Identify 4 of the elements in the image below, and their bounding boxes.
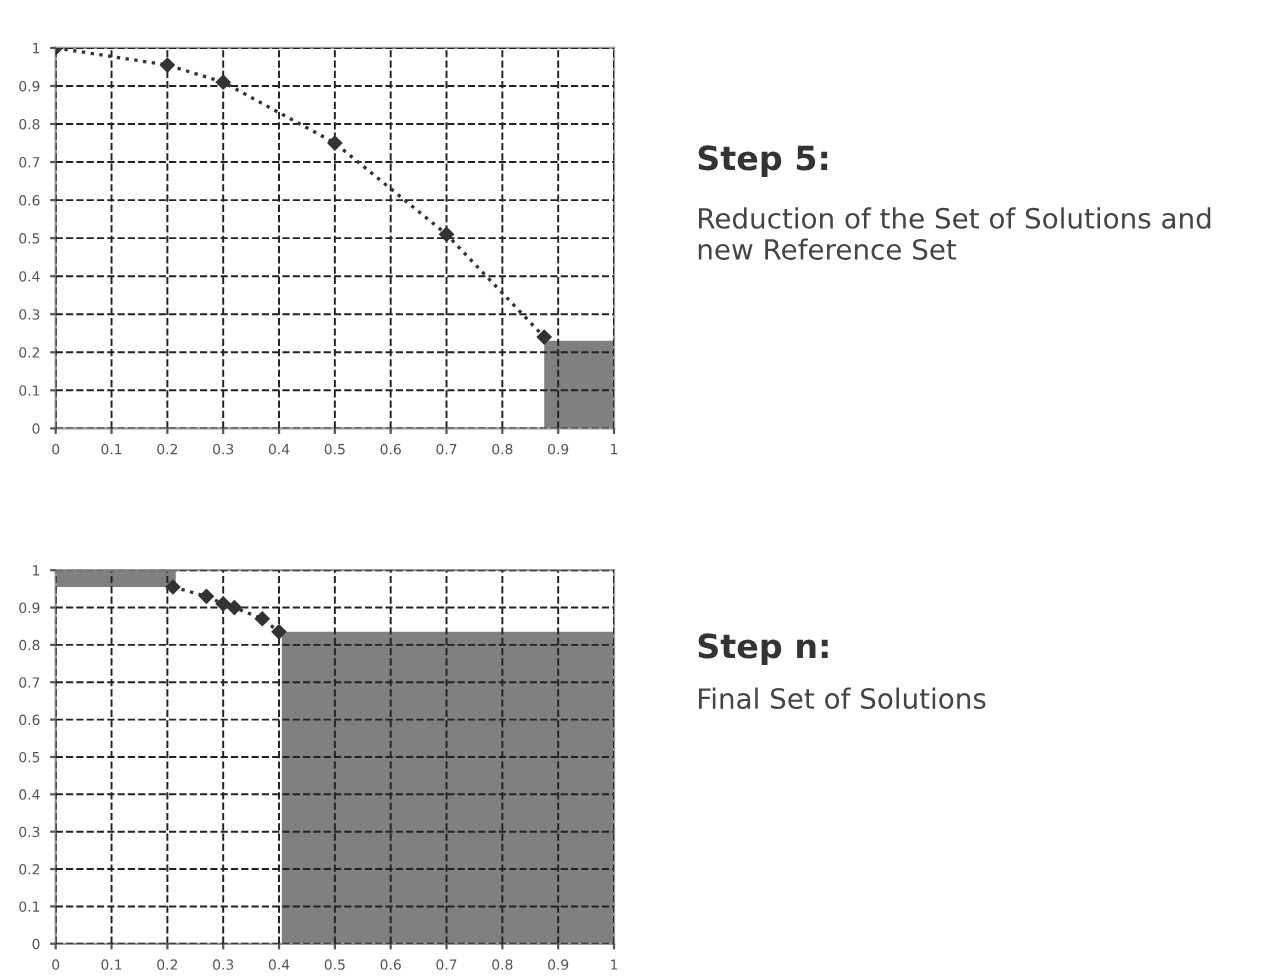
text: Final Set of Solutions	[699, 687, 986, 710]
text: Reduction of the Set of Solutions and new Reference Set	[698, 207, 1211, 260]
text: Step n:	[698, 633, 828, 666]
text: Step 5:	[698, 145, 828, 177]
